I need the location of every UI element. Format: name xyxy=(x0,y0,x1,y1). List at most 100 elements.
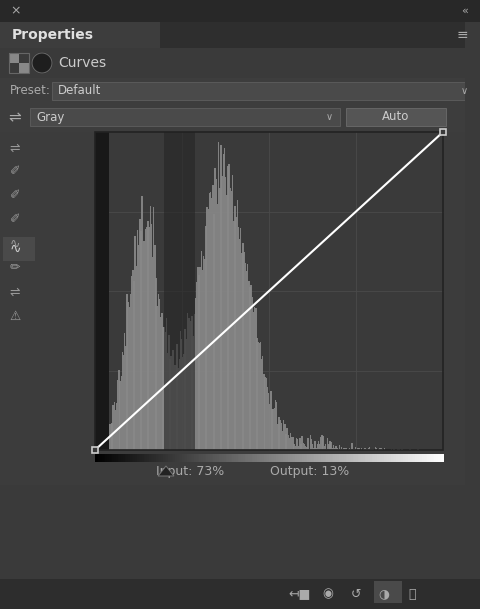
Bar xyxy=(213,454,216,462)
Bar xyxy=(257,454,259,462)
Bar xyxy=(334,454,336,462)
Bar xyxy=(143,241,144,450)
Bar xyxy=(247,264,249,450)
Bar xyxy=(285,454,287,462)
Bar xyxy=(268,393,269,450)
Bar xyxy=(152,257,153,450)
Bar xyxy=(120,376,122,450)
Bar xyxy=(147,454,149,462)
Text: Gray: Gray xyxy=(36,110,64,124)
Bar xyxy=(189,319,191,450)
Bar xyxy=(340,454,343,462)
Bar xyxy=(366,454,369,462)
Bar xyxy=(242,242,244,450)
Bar xyxy=(238,454,240,462)
Bar xyxy=(180,454,182,462)
Bar xyxy=(227,166,228,450)
Bar xyxy=(274,454,276,462)
Bar xyxy=(0,579,480,609)
Bar xyxy=(173,350,174,450)
Bar xyxy=(160,317,161,450)
Bar xyxy=(139,219,141,450)
Bar xyxy=(157,294,159,450)
Bar xyxy=(95,132,443,450)
Bar xyxy=(314,441,316,450)
Text: Properties: Properties xyxy=(12,28,94,42)
Bar xyxy=(376,448,377,450)
Bar xyxy=(0,22,160,48)
Bar xyxy=(222,454,224,462)
Bar xyxy=(215,168,216,450)
Bar xyxy=(210,192,211,450)
Bar xyxy=(156,454,158,462)
Bar xyxy=(19,63,29,73)
Bar xyxy=(351,454,353,462)
Bar xyxy=(352,454,355,462)
Bar xyxy=(465,22,480,579)
Bar xyxy=(133,281,135,450)
Bar xyxy=(320,454,322,462)
Bar xyxy=(344,448,346,450)
Bar xyxy=(243,252,245,450)
Bar xyxy=(249,287,251,450)
Bar xyxy=(337,449,339,450)
Bar xyxy=(399,449,400,450)
Bar xyxy=(216,180,217,450)
Text: ∨: ∨ xyxy=(461,86,468,96)
Bar xyxy=(318,442,319,450)
Bar xyxy=(295,454,297,462)
Bar xyxy=(363,454,365,462)
Bar xyxy=(410,454,412,462)
Bar xyxy=(403,454,405,462)
Bar xyxy=(305,446,306,450)
Bar xyxy=(228,164,230,450)
Bar xyxy=(226,195,228,450)
Bar xyxy=(261,359,263,450)
Bar xyxy=(361,454,363,462)
Bar xyxy=(92,447,98,453)
Bar xyxy=(106,454,108,462)
Bar xyxy=(204,454,207,462)
Bar xyxy=(288,435,289,450)
Polygon shape xyxy=(158,466,174,476)
Bar xyxy=(201,251,202,450)
Bar xyxy=(132,454,134,462)
Bar xyxy=(209,193,210,450)
Bar xyxy=(95,132,109,450)
Bar xyxy=(226,454,228,462)
Bar xyxy=(191,454,193,462)
Bar xyxy=(120,381,121,450)
Bar xyxy=(260,342,261,450)
Bar xyxy=(140,231,142,450)
Bar xyxy=(135,454,137,462)
Bar xyxy=(323,454,325,462)
Bar xyxy=(224,149,225,450)
Bar xyxy=(419,454,421,462)
Bar xyxy=(125,454,127,462)
Bar xyxy=(309,454,311,462)
Bar xyxy=(357,448,359,450)
Bar xyxy=(9,63,19,73)
Text: ✐: ✐ xyxy=(10,166,20,178)
Bar xyxy=(307,438,309,450)
Bar xyxy=(95,132,109,450)
Bar xyxy=(346,448,347,450)
Text: ∿: ∿ xyxy=(9,242,21,256)
Bar xyxy=(229,188,231,450)
Bar xyxy=(197,267,199,450)
Bar xyxy=(161,454,163,462)
Bar xyxy=(273,454,275,462)
Bar xyxy=(221,177,223,450)
Bar xyxy=(102,454,104,462)
Text: ◑: ◑ xyxy=(379,588,389,600)
Text: ⇌: ⇌ xyxy=(10,286,20,298)
Bar xyxy=(318,454,320,462)
Bar xyxy=(384,448,385,450)
Bar xyxy=(401,454,404,462)
Bar xyxy=(215,454,217,462)
Bar xyxy=(133,454,135,462)
Text: ◉: ◉ xyxy=(323,588,334,600)
Bar xyxy=(95,454,97,462)
Bar xyxy=(379,448,381,450)
Text: ✐: ✐ xyxy=(10,189,20,203)
